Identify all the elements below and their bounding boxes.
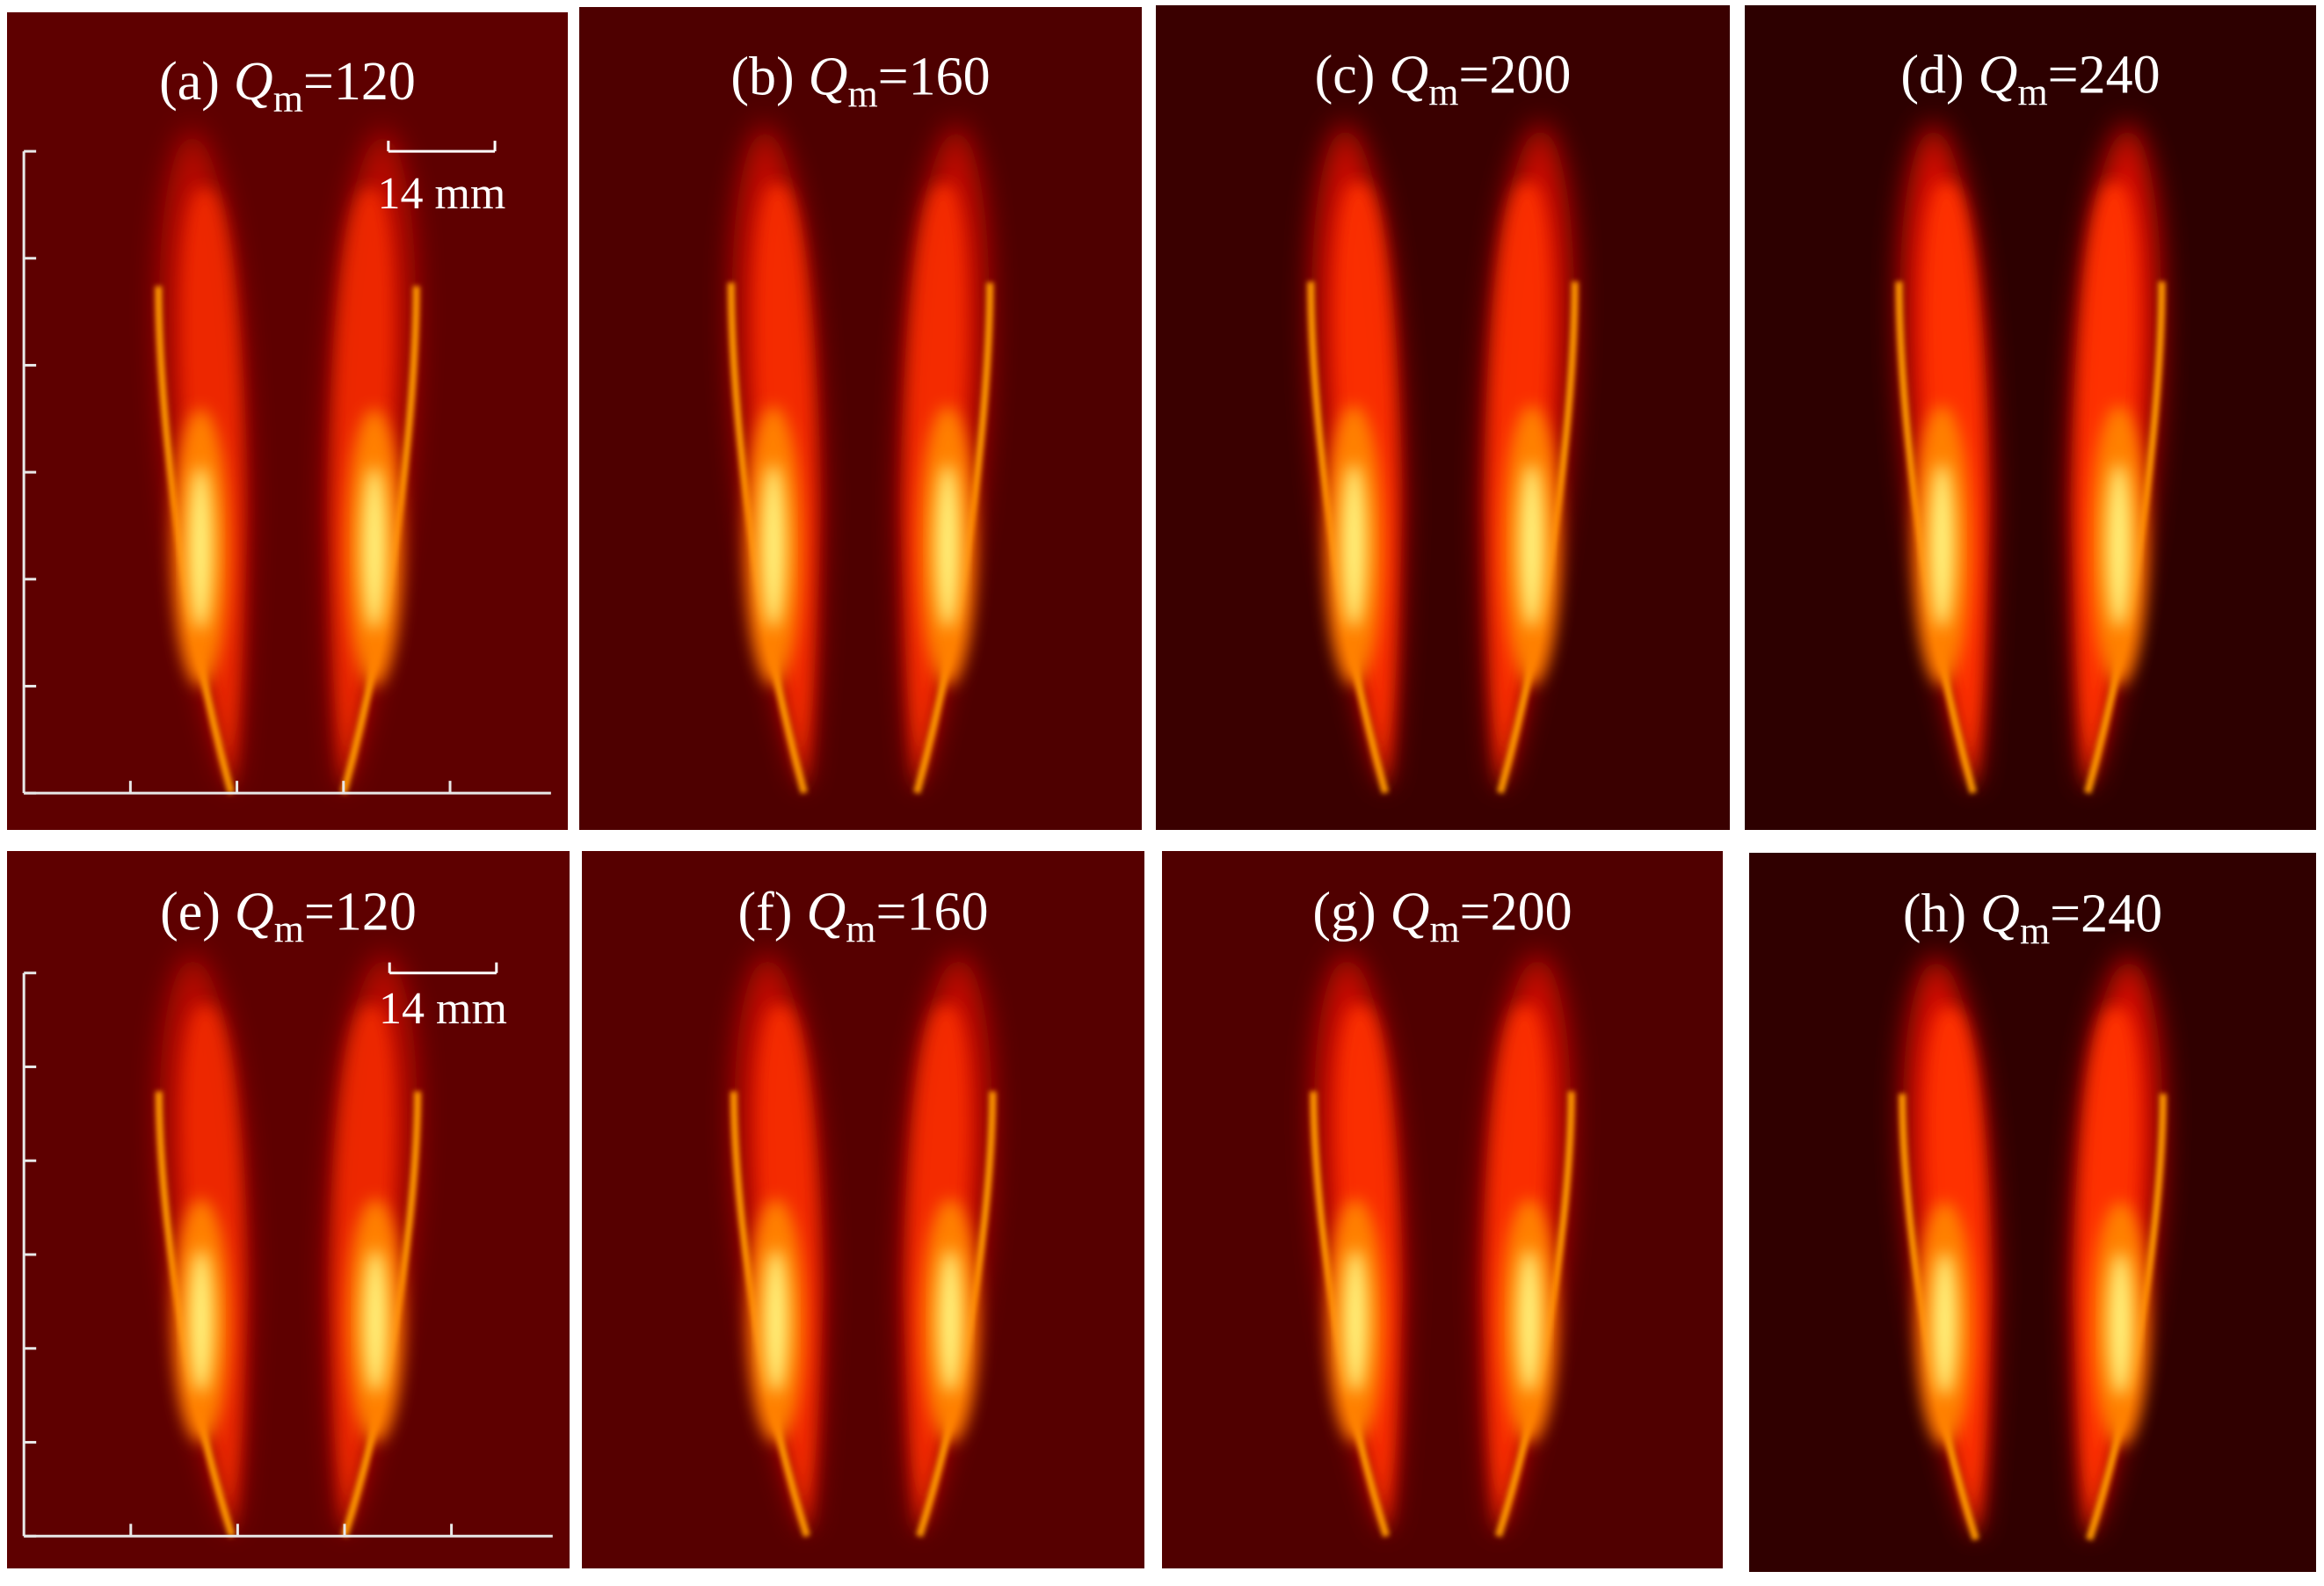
panel-title: (g) Qm=200	[1312, 882, 1572, 950]
panel-label: (h)	[1903, 884, 1966, 944]
quantity-value: =120	[304, 882, 417, 942]
flame-core	[363, 1248, 389, 1393]
quantity-subscript: m	[2017, 71, 2047, 114]
panel-background	[1745, 5, 2316, 830]
quantity-value: =240	[2048, 46, 2161, 105]
panel-title: (e) Qm=120	[160, 882, 417, 950]
scale-bar-label: 14 mm	[379, 984, 507, 1034]
panel-background	[1162, 851, 1723, 1568]
flame-edge	[1310, 1091, 1391, 1538]
panel-label: (a)	[159, 52, 220, 112]
flame-core	[1343, 1248, 1369, 1393]
quantity-value: =200	[1460, 882, 1572, 942]
flame-core	[935, 463, 961, 629]
panel: (b) Qm=160	[579, 7, 1142, 830]
flame-core	[188, 1248, 214, 1393]
panel-title: (a) Qm=120	[159, 52, 416, 120]
panel: (c) Qm=200	[1156, 5, 1730, 830]
panel-label: (d)	[1900, 46, 1964, 105]
flame-edge	[155, 286, 236, 795]
flame-core	[1516, 1248, 1542, 1393]
flame-core	[361, 466, 387, 630]
flame-core	[2106, 462, 2132, 629]
flame-core	[760, 463, 786, 629]
panel-title: (c) Qm=200	[1315, 46, 1572, 114]
quantity-symbol: Q	[809, 47, 848, 107]
flame-edge	[916, 1091, 997, 1538]
quantity-value: =160	[878, 47, 991, 107]
flame-edge	[1899, 1094, 1979, 1541]
quantity-value: =240	[2050, 884, 2162, 944]
panel: (e) Qm=120 14 mm	[7, 851, 570, 1568]
flame-edge	[1895, 281, 1977, 794]
flame-edge	[341, 1091, 422, 1538]
quantity-subscript: m	[847, 73, 877, 116]
flame-core	[938, 1248, 963, 1393]
flame-core	[1932, 1251, 1957, 1396]
quantity-subscript: m	[273, 77, 303, 120]
quantity-subscript: m	[846, 907, 875, 950]
quantity-value: =200	[1458, 46, 1571, 105]
flame-core	[2108, 1251, 2133, 1396]
panel-background	[1156, 5, 1730, 830]
quantity-value: =120	[303, 52, 416, 112]
panel-background	[579, 7, 1142, 830]
flame-edge	[1307, 281, 1390, 794]
flame-edge	[2084, 281, 2166, 794]
flame-core	[1340, 462, 1367, 629]
quantity-symbol: Q	[806, 882, 846, 942]
flame-core	[1519, 462, 1545, 629]
quantity-subscript: m	[1429, 907, 1459, 950]
panel-label: (c)	[1315, 46, 1376, 105]
panel: (a) Qm=120 14 mm	[7, 12, 568, 830]
quantity-symbol: Q	[235, 882, 274, 942]
panel-background	[7, 12, 568, 830]
scale-bar-label: 14 mm	[377, 169, 505, 219]
panel-background	[1749, 853, 2316, 1572]
quantity-symbol: Q	[1979, 46, 2018, 105]
quantity-symbol: Q	[1980, 884, 2020, 944]
panel-label: (b)	[730, 47, 794, 107]
panel-label: (g)	[1312, 882, 1376, 942]
panel-title: (f) Qm=160	[738, 882, 989, 950]
flame-edge	[730, 1091, 810, 1538]
quantity-subscript: m	[2020, 910, 2050, 953]
panel-title: (h) Qm=240	[1903, 884, 2162, 953]
panel-title: (b) Qm=160	[730, 47, 990, 116]
panel: (g) Qm=200	[1162, 851, 1723, 1568]
flame-core	[1928, 462, 1955, 629]
quantity-symbol: Q	[1389, 46, 1428, 105]
panel-background	[7, 851, 570, 1568]
panel: (h) Qm=240	[1749, 853, 2316, 1572]
panel-label: (e)	[160, 882, 221, 942]
flame-edge	[339, 286, 420, 795]
flame-core	[188, 466, 214, 630]
flame-edge	[727, 282, 808, 794]
flame-edge	[2086, 1094, 2167, 1541]
flame-edge	[1494, 1091, 1575, 1538]
quantity-symbol: Q	[1391, 882, 1430, 942]
panel-background	[582, 851, 1144, 1568]
panel: (f) Qm=160	[582, 851, 1144, 1568]
quantity-subscript: m	[1428, 71, 1458, 114]
flame-core	[763, 1248, 788, 1393]
quantity-symbol: Q	[234, 52, 273, 112]
flame-edge	[155, 1091, 236, 1538]
panel: (d) Qm=240	[1745, 5, 2316, 830]
quantity-subscript: m	[274, 907, 304, 950]
panel-label: (f)	[738, 882, 793, 942]
flame-edge	[913, 282, 994, 794]
panel-title: (d) Qm=240	[1900, 46, 2160, 114]
quantity-value: =160	[876, 882, 989, 942]
flame-edge	[1496, 281, 1579, 794]
